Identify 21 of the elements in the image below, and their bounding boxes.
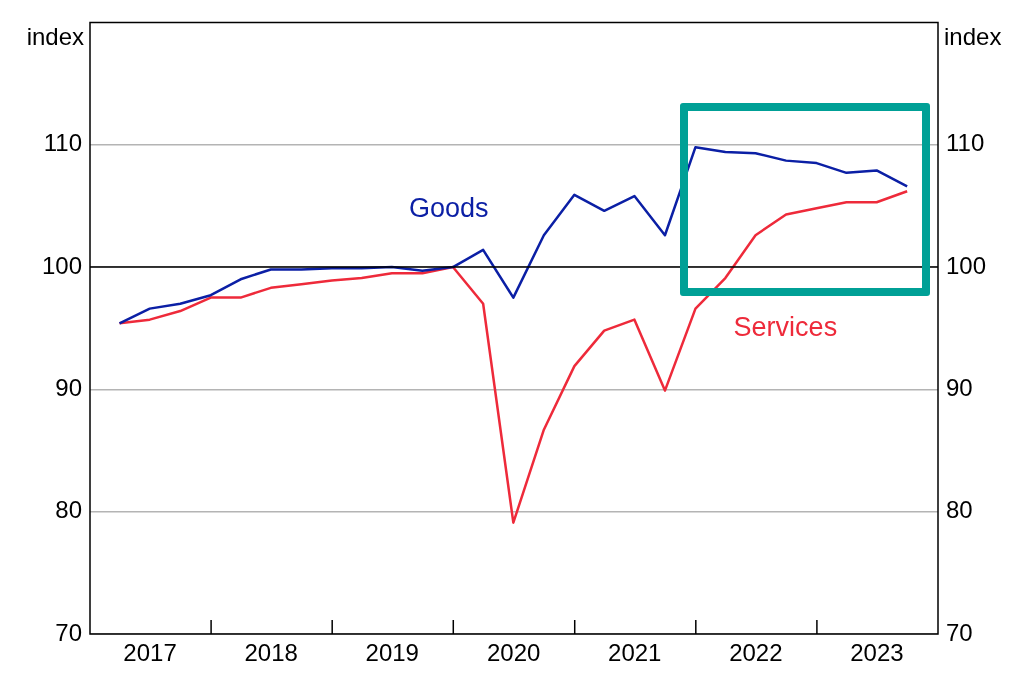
y-tick-label: 70 [55,618,82,646]
series-label: Services [733,311,838,342]
y2-tick-label: 90 [946,373,973,401]
x-tick-label: 2021 [608,639,662,667]
y2-tick-label: 100 [946,251,987,279]
y-tick-label: 100 [41,251,82,279]
y-tick-label: 110 [43,129,82,157]
series-label: Goods [408,193,489,223]
y-axis-title: index [26,23,84,51]
y-tick-label: 80 [55,496,82,524]
y2-tick-label: 110 [946,129,985,157]
y-tick-label: 90 [55,373,82,401]
y2-tick-label: 70 [946,618,973,646]
y2-tick-label: 80 [946,496,973,524]
x-tick-label: 2017 [123,639,177,667]
x-tick-label: 2022 [729,639,783,667]
x-tick-label: 2020 [486,639,541,667]
x-tick-label: 2018 [244,639,298,667]
y2-axis-title: index [944,23,1002,51]
x-tick-label: 2023 [850,639,904,667]
x-tick-label: 2019 [365,639,419,667]
